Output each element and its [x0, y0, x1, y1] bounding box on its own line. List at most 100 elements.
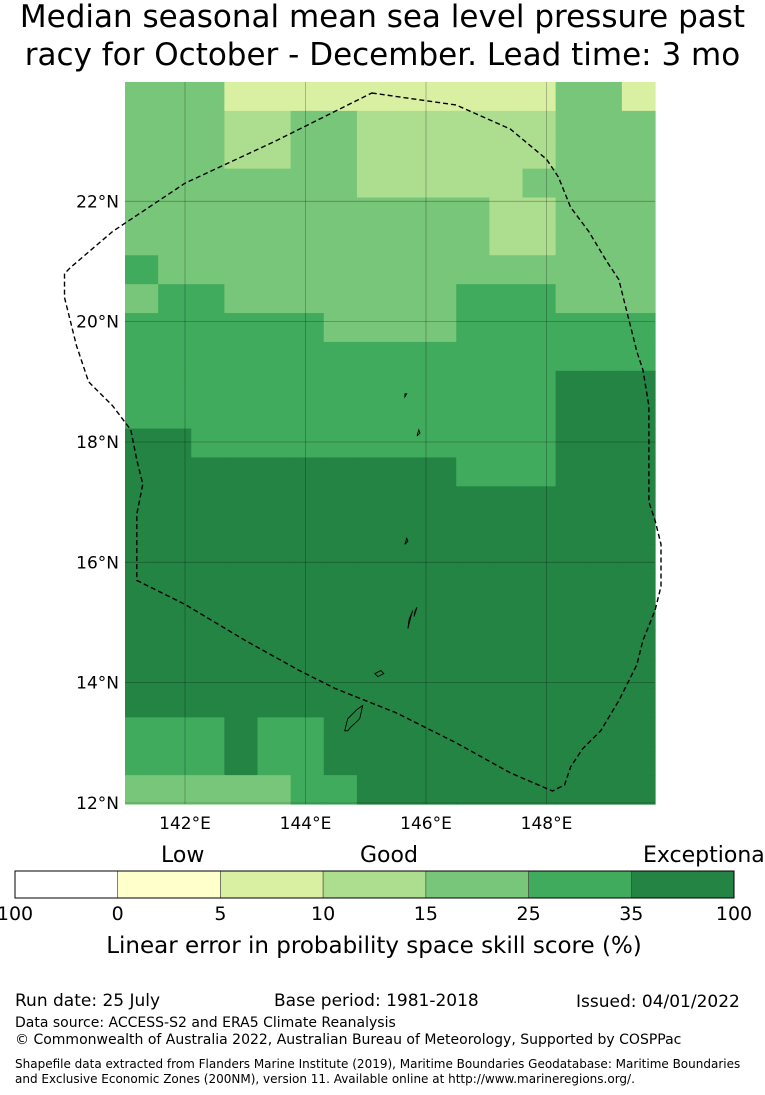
grid-cell [489, 688, 524, 718]
grid-cell [224, 197, 259, 227]
islands [344, 393, 421, 732]
grid-cell [191, 630, 225, 661]
grid-cell [390, 370, 424, 401]
grid-cell [356, 313, 391, 343]
grid-cell [356, 110, 391, 141]
grid-cell [125, 544, 159, 574]
grid-cell [489, 544, 524, 574]
island-outline [413, 607, 418, 617]
grid-cell [555, 688, 590, 718]
colorbar-tick-label: 10 [311, 903, 336, 925]
grid-cell [257, 428, 292, 459]
grid-cell [390, 775, 424, 805]
grid-cell [456, 457, 490, 487]
grid-cell [257, 197, 292, 227]
grid-cell [489, 428, 524, 459]
grid-cell [423, 313, 457, 343]
grid-cell [456, 630, 490, 661]
lon-tick-label: 146°E [400, 814, 452, 834]
grid-cell [290, 717, 325, 747]
colorbar-tick-label: 25 [516, 903, 541, 925]
grid-cell [456, 82, 490, 112]
grid-cell [323, 284, 358, 314]
grid-cell [158, 370, 192, 401]
grid-cell [158, 399, 192, 430]
lat-tick-label: 16°N [76, 553, 119, 573]
grid-cell [290, 255, 325, 285]
grid-cell [356, 746, 391, 776]
grid-cell [191, 688, 225, 718]
grid-cell [191, 572, 225, 603]
grid-cell [224, 313, 259, 343]
grid-cell [390, 399, 424, 430]
grid-cell [125, 110, 159, 141]
grid-cell [423, 226, 457, 256]
island-outline [416, 428, 421, 437]
grid-cell [621, 226, 656, 256]
grid-cell [158, 82, 192, 112]
grid-cell [191, 284, 225, 314]
grid-cell [456, 168, 490, 199]
grid-cell [489, 775, 524, 805]
map-panel [63, 82, 662, 805]
grid-cell [588, 515, 623, 545]
grid-cell [423, 544, 457, 574]
grid-cell [555, 110, 590, 141]
grid-cell [356, 197, 391, 227]
grid-cell [390, 457, 424, 487]
grid-cell [224, 630, 259, 661]
grid-cell [224, 544, 259, 574]
grid-cell [290, 399, 325, 430]
grid-cell [489, 370, 524, 401]
grid-cell [191, 746, 225, 776]
grid-cell [191, 601, 225, 632]
grid-cell [158, 313, 192, 343]
colorbar-swatch [630, 870, 735, 899]
grid-cell [621, 659, 656, 690]
grid-cell [125, 659, 159, 690]
island-outline [407, 610, 414, 629]
grid-cell [390, 428, 424, 459]
lon-tick-label: 148°E [521, 814, 573, 834]
grid-cell [224, 688, 259, 718]
grid-cell [158, 572, 192, 603]
grid-cell [489, 255, 524, 285]
grid-cell [489, 601, 524, 632]
grid-cell [489, 515, 524, 545]
grid-cell [290, 284, 325, 314]
grid-cell [257, 399, 292, 430]
island-outline [344, 704, 364, 732]
grid-cell [290, 370, 325, 401]
grid-cell [290, 168, 325, 199]
grid-cell [456, 717, 490, 747]
grid-cell [522, 717, 557, 747]
grid-cell [323, 168, 358, 199]
grid-cell [356, 630, 391, 661]
grid-cell [456, 284, 490, 314]
grid-cell [191, 486, 225, 516]
grid-cell [323, 370, 358, 401]
grid-cell [522, 139, 557, 170]
grid-cell [158, 544, 192, 574]
grid-cell [423, 486, 457, 516]
grid-cell [125, 515, 159, 545]
grid-cell [423, 82, 457, 112]
grid-cell [257, 746, 292, 776]
grid-cell [456, 139, 490, 170]
grid-cell [555, 370, 590, 401]
grid-cell [257, 139, 292, 170]
shapefile-credit-line-1: Shapefile data extracted from Flanders M… [15, 1057, 741, 1071]
grid-cell [522, 284, 557, 314]
grid-cell [224, 370, 259, 401]
grid-cell [224, 341, 259, 372]
grid-cell [621, 399, 656, 430]
grid-cell [621, 197, 656, 227]
grid-cell [555, 139, 590, 170]
grid-cell [356, 544, 391, 574]
grid-cell [191, 139, 225, 170]
grid-cell [588, 630, 623, 661]
grid-cell [423, 255, 457, 285]
grid-cell [224, 428, 259, 459]
grid-cell [621, 572, 656, 603]
grid-cell [555, 399, 590, 430]
